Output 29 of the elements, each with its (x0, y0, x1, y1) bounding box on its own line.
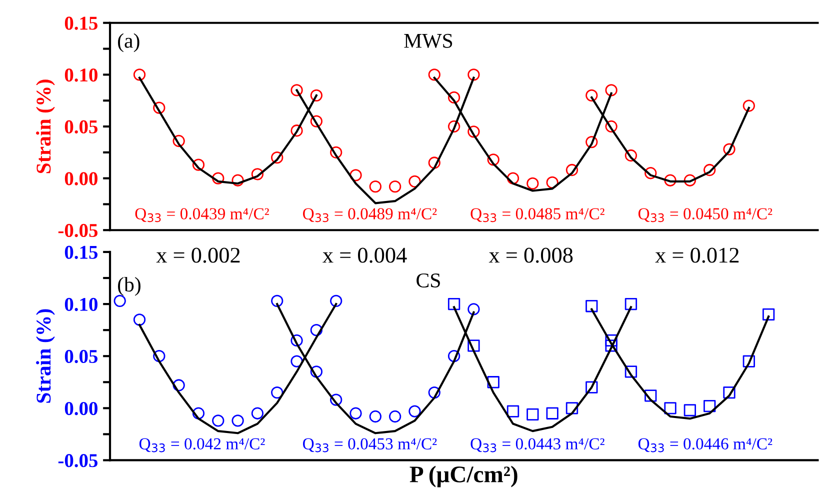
annotation: x = 0.002 (156, 248, 240, 263)
annotation: x = 0.008 (488, 248, 573, 263)
y-tick-label: 0.10 (64, 298, 98, 312)
y-tick-label: 0.00 (64, 172, 98, 186)
annotation: (b) (118, 276, 140, 296)
y-axis-title: Strain (%) (36, 80, 55, 174)
y-tick-label: 0.05 (64, 120, 98, 134)
y-tick-label: 0.05 (64, 350, 98, 364)
annotation: Q$_{33}$ = 0.0489 m⁴/C² (303, 208, 437, 222)
y-tick-label: -0.05 (58, 224, 98, 238)
annotation: Q$_{33}$ = 0.0446 m⁴/C² (638, 438, 772, 452)
chart-title: MWS (404, 34, 452, 48)
y-tick-label: 0.10 (64, 68, 98, 82)
annotation: Q$_{33}$ = 0.042 m⁴/C² (139, 438, 265, 452)
annotation: Q$_{33}$ = 0.0453 m⁴/C² (303, 438, 437, 452)
annotation: x = 0.004 (322, 248, 407, 263)
y-axis-title: Strain (%) (36, 309, 55, 403)
annotation: Q$_{33}$ = 0.0443 m⁴/C² (470, 438, 604, 452)
annotation: x = 0.012 (655, 248, 739, 263)
annotation: Q$_{33}$ = 0.0439 m⁴/C² (135, 208, 269, 222)
text: CS (416, 273, 440, 288)
annotation: Q$_{33}$ = 0.0485 m⁴/C² (470, 208, 604, 222)
y-tick-label: 0.15 (64, 16, 98, 30)
annotation: (a) (118, 33, 140, 52)
y-tick-label: 0.00 (64, 402, 98, 416)
x-axis-title: P (μC/cm²) (410, 466, 518, 488)
annotation: Q$_{33}$ = 0.0450 m⁴/C² (638, 208, 772, 222)
y-tick-label: -0.05 (58, 454, 98, 468)
y-tick-label: 0.15 (64, 246, 98, 259)
